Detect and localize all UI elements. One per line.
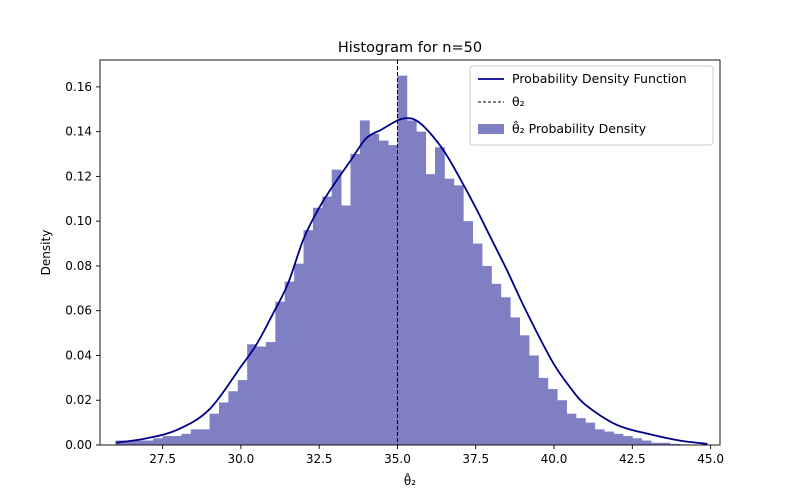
histogram-bar: [256, 346, 267, 445]
histogram-bar: [651, 442, 661, 445]
x-axis-title: θ̂₂: [404, 472, 416, 488]
histogram-bar: [237, 380, 248, 445]
histogram-bar: [359, 120, 370, 446]
histogram-bar: [331, 169, 342, 445]
histogram-bar: [312, 207, 323, 445]
histogram-bar: [566, 413, 577, 445]
histogram-bar: [519, 335, 530, 445]
histogram-bar: [472, 243, 483, 445]
histogram-bar: [294, 263, 304, 445]
histogram-bar: [265, 342, 276, 445]
y-tick-label: 0.08: [65, 259, 92, 273]
y-tick-label: 0.16: [65, 80, 92, 94]
histogram-bar: [143, 440, 154, 445]
histogram-bar: [322, 196, 333, 445]
histogram-bar: [181, 433, 192, 445]
histogram-bar: [491, 283, 502, 445]
histogram-bar: [134, 440, 145, 445]
y-tick-label: 0.06: [65, 304, 92, 318]
x-tick-label: 32.5: [306, 452, 333, 466]
histogram-bar: [200, 429, 210, 445]
histogram-bar: [604, 431, 614, 445]
pdf-curve: [115, 117, 708, 445]
histogram-bar: [632, 438, 643, 445]
histogram-bar: [641, 440, 652, 445]
x-tick-label: 27.5: [149, 452, 176, 466]
histogram-bar: [284, 281, 295, 445]
y-tick-label: 0.10: [65, 214, 92, 228]
y-tick-label: 0.00: [65, 438, 92, 452]
histogram-bar: [125, 440, 135, 445]
histogram-bar: [350, 154, 361, 445]
histogram-bar: [538, 377, 549, 445]
histogram-bar: [669, 443, 680, 445]
x-tick-label: 40.0: [541, 452, 568, 466]
tick-layer: 27.5 30.0 32.5 35.0 37.5 40.0 42.5 45.0 0.00 0.02…: [65, 80, 724, 466]
histogram-bar: [406, 120, 417, 446]
histogram-bar: [388, 145, 398, 445]
histogram-bar: [594, 429, 605, 445]
histogram-bar: [228, 391, 239, 445]
x-tick-label: 35.0: [384, 452, 411, 466]
histogram-bar: [172, 436, 182, 445]
histogram-bar: [153, 438, 164, 445]
legend: Probability Density Function θ₂ θ̂₂ Probab…: [469, 65, 714, 146]
histogram-bar: [341, 205, 351, 445]
histogram-bar: [575, 418, 586, 445]
histogram-bar: [416, 131, 427, 445]
y-tick-label: 0.14: [65, 125, 92, 139]
histogram-bar: [528, 355, 539, 445]
legend-box: [469, 65, 714, 146]
histogram-bar: [453, 185, 464, 446]
histogram-bar: [218, 402, 229, 445]
histogram-bar: [162, 436, 173, 445]
histogram-bar: [500, 297, 511, 445]
histogram-bar: [397, 75, 408, 445]
histogram-bar: [247, 344, 257, 445]
legend-label: Probability Density Function: [512, 71, 687, 86]
x-tick-label: 45.0: [697, 452, 724, 466]
x-tick-label: 37.5: [462, 452, 489, 466]
histogram-bar: [660, 442, 671, 445]
histogram-bar: [209, 413, 220, 445]
y-tick-label: 0.04: [65, 348, 92, 362]
histogram-bar: [369, 133, 380, 445]
pdf-curve-layer: [115, 117, 708, 445]
legend-label: θ₂: [512, 94, 525, 109]
plot-frame: [99, 59, 721, 446]
histogram-bar: [622, 436, 633, 445]
legend-density-swatch: [478, 124, 504, 134]
histogram-bars: [115, 75, 708, 446]
histogram-bar: [463, 221, 474, 445]
histogram-bar: [444, 178, 455, 445]
histogram-bar: [303, 230, 314, 445]
histogram-bar: [547, 389, 558, 445]
x-tick-label: 42.5: [619, 452, 646, 466]
legend-label: θ̂₂ Probability Density: [512, 120, 647, 136]
y-tick-label: 0.02: [65, 393, 92, 407]
histogram-bar: [425, 174, 436, 445]
histogram-bar: [482, 265, 492, 445]
y-tick-label: 0.12: [65, 169, 92, 183]
histogram-bar: [190, 429, 201, 445]
axes: [99, 59, 721, 446]
histogram-bar: [275, 301, 286, 445]
histogram-bar: [435, 147, 445, 445]
histogram-bar: [378, 140, 389, 445]
y-axis-title: Density: [39, 230, 53, 276]
x-tick-label: 30.0: [228, 452, 255, 466]
histogram-bar: [585, 422, 596, 445]
chart-title: Histogram for n=50: [338, 40, 482, 56]
histogram-bar: [613, 433, 624, 445]
histogram-bar: [557, 400, 567, 445]
histogram-bar: [510, 317, 520, 445]
